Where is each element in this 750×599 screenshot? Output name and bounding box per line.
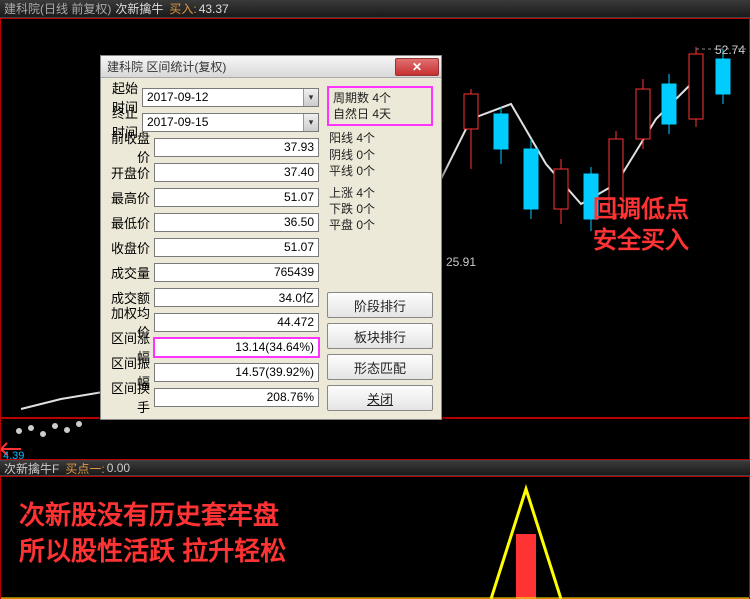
chevron-down-icon[interactable]: ▾ — [303, 89, 318, 106]
buy-label: 买入: — [169, 0, 196, 17]
lower-title-bar: 次新擒牛F 买点一: 0.00 — [0, 460, 750, 476]
lower-indicator-panel: 次新股没有历史套牢盘 所以股性活跃 拉升轻松 — [0, 476, 750, 599]
high-input[interactable] — [154, 188, 319, 207]
dialog-title-bar[interactable]: 建科院 区间统计(复权) ✕ — [101, 56, 441, 78]
yang-yin-stats: 阳线 4个 阴线 0个 平线 0个 — [327, 128, 433, 181]
amount-input[interactable] — [154, 288, 319, 307]
lower-annotation: 次新股没有历史套牢盘 所以股性活跃 拉升轻松 — [19, 497, 286, 570]
mid-indicator-strip: 4.39 — [0, 418, 750, 460]
strategy-name: 次新擒牛 — [115, 0, 163, 17]
sector-rank-button[interactable]: 板块排行 — [327, 323, 433, 349]
open-input[interactable] — [154, 163, 319, 182]
end-date-input[interactable] — [142, 113, 319, 132]
price-high-label: 52.74 — [715, 43, 745, 57]
close-button[interactable]: 关闭 — [327, 385, 433, 411]
chevron-down-icon[interactable]: ▾ — [303, 114, 318, 131]
vwap-input[interactable] — [154, 313, 319, 332]
prev-close-input[interactable] — [154, 138, 319, 157]
volume-input[interactable] — [154, 263, 319, 282]
buy-price: 43.37 — [199, 2, 229, 16]
low-input[interactable] — [154, 213, 319, 232]
dialog-title: 建科院 区间统计(复权) — [107, 58, 226, 75]
range-amplitude-input[interactable] — [154, 363, 319, 382]
close-input[interactable] — [154, 238, 319, 257]
period-stats-highlight: 周期数 4个 自然日 4天 — [327, 86, 433, 126]
stage-rank-button[interactable]: 阶段排行 — [327, 292, 433, 318]
turnover-input[interactable] — [154, 388, 319, 407]
price-low-label: 25.91 — [446, 255, 476, 269]
lower-strategy-name: 次新擒牛F — [4, 460, 59, 477]
stock-name: 建科院(日线 前复权) — [4, 0, 111, 17]
start-date-input[interactable] — [142, 88, 319, 107]
top-title-bar: 建科院(日线 前复权) 次新擒牛 买入: 43.37 — [0, 0, 750, 18]
range-change-input[interactable] — [154, 338, 319, 357]
chart-annotation: 回调低点 安全买入 — [593, 194, 689, 256]
buypoint-value: 0.00 — [107, 461, 130, 475]
interval-stats-dialog: 建科院 区间统计(复权) ✕ 起始时间 ▾ 终止时间 ▾ 前收盘价 开盘价 最高… — [100, 55, 442, 420]
buypoint-label: 买点一: — [65, 460, 104, 477]
close-icon[interactable]: ✕ — [395, 58, 439, 76]
updown-stats: 上涨 4个 下跌 0个 平盘 0个 — [327, 183, 433, 236]
pattern-match-button[interactable]: 形态匹配 — [327, 354, 433, 380]
